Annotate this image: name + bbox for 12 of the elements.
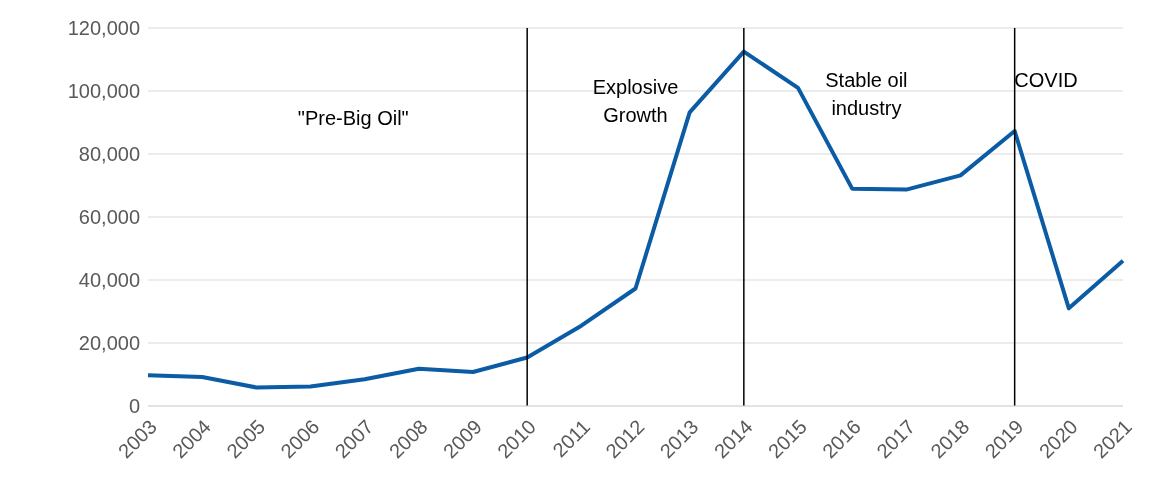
annotation: Stable oil industry <box>824 67 909 121</box>
annotation: COVID <box>1013 67 1079 93</box>
y-tick-label: 100,000 <box>67 80 140 103</box>
y-tick-label: 0 <box>128 395 140 418</box>
annotation: Explosive Growth <box>591 75 680 129</box>
y-tick-label: 40,000 <box>78 269 140 292</box>
y-tick-label: 120,000 <box>67 17 140 40</box>
y-tick-label: 60,000 <box>78 206 140 229</box>
line-series <box>146 49 1125 390</box>
y-tick-label: 80,000 <box>78 143 140 166</box>
annotation: "Pre-Big Oil" <box>296 105 410 131</box>
y-tick-label: 20,000 <box>78 332 140 355</box>
